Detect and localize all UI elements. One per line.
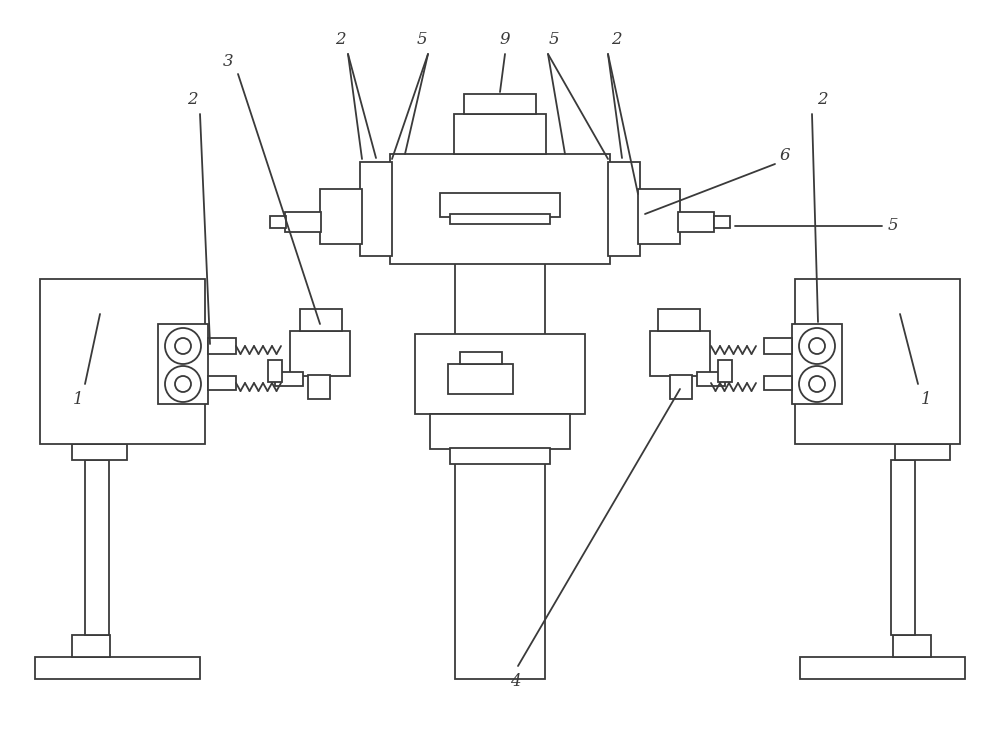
Bar [764, 376, 792, 390]
Bar [718, 360, 732, 382]
Text: 2: 2 [817, 90, 827, 108]
Bar [300, 309, 342, 331]
Text: 3: 3 [223, 54, 233, 71]
Bar [390, 154, 610, 264]
Bar [268, 360, 282, 382]
Text: 5: 5 [888, 217, 898, 234]
Text: 6: 6 [780, 148, 790, 164]
Bar [72, 635, 110, 657]
Bar [208, 376, 236, 390]
Bar [448, 364, 513, 394]
Bar [895, 444, 950, 460]
Text: 1: 1 [921, 391, 931, 407]
Bar [658, 309, 700, 331]
Bar [764, 338, 792, 354]
Bar [450, 214, 550, 224]
Bar [290, 331, 350, 376]
Bar [678, 212, 714, 232]
Bar [792, 324, 842, 404]
Bar [40, 279, 205, 444]
Text: 5: 5 [417, 30, 427, 48]
Bar [795, 279, 960, 444]
Bar [608, 162, 640, 256]
Bar [285, 212, 321, 232]
Bar [454, 114, 546, 154]
Bar [270, 216, 286, 228]
Bar [208, 338, 236, 354]
Bar [35, 657, 200, 679]
Bar [275, 372, 303, 386]
Bar [638, 189, 680, 244]
Text: 9: 9 [500, 30, 510, 48]
Text: 2: 2 [611, 30, 621, 48]
Text: 1: 1 [73, 391, 83, 407]
Bar [430, 414, 570, 449]
Bar [464, 94, 536, 114]
Bar [360, 162, 392, 256]
Bar [440, 193, 560, 217]
Text: 2: 2 [187, 90, 197, 108]
Bar [85, 460, 109, 635]
Text: 4: 4 [510, 673, 520, 691]
Bar [320, 189, 362, 244]
Bar [650, 331, 710, 376]
Bar [308, 375, 330, 399]
Bar [891, 460, 915, 635]
Bar [72, 444, 127, 460]
Bar [415, 334, 585, 414]
Bar [697, 372, 725, 386]
Bar [714, 216, 730, 228]
Bar [450, 448, 550, 464]
Text: 2: 2 [335, 30, 345, 48]
Bar [460, 352, 502, 364]
Bar [800, 657, 965, 679]
Text: 5: 5 [549, 30, 559, 48]
Bar [158, 324, 208, 404]
Bar [455, 229, 545, 679]
Bar [670, 375, 692, 399]
Bar [893, 635, 931, 657]
